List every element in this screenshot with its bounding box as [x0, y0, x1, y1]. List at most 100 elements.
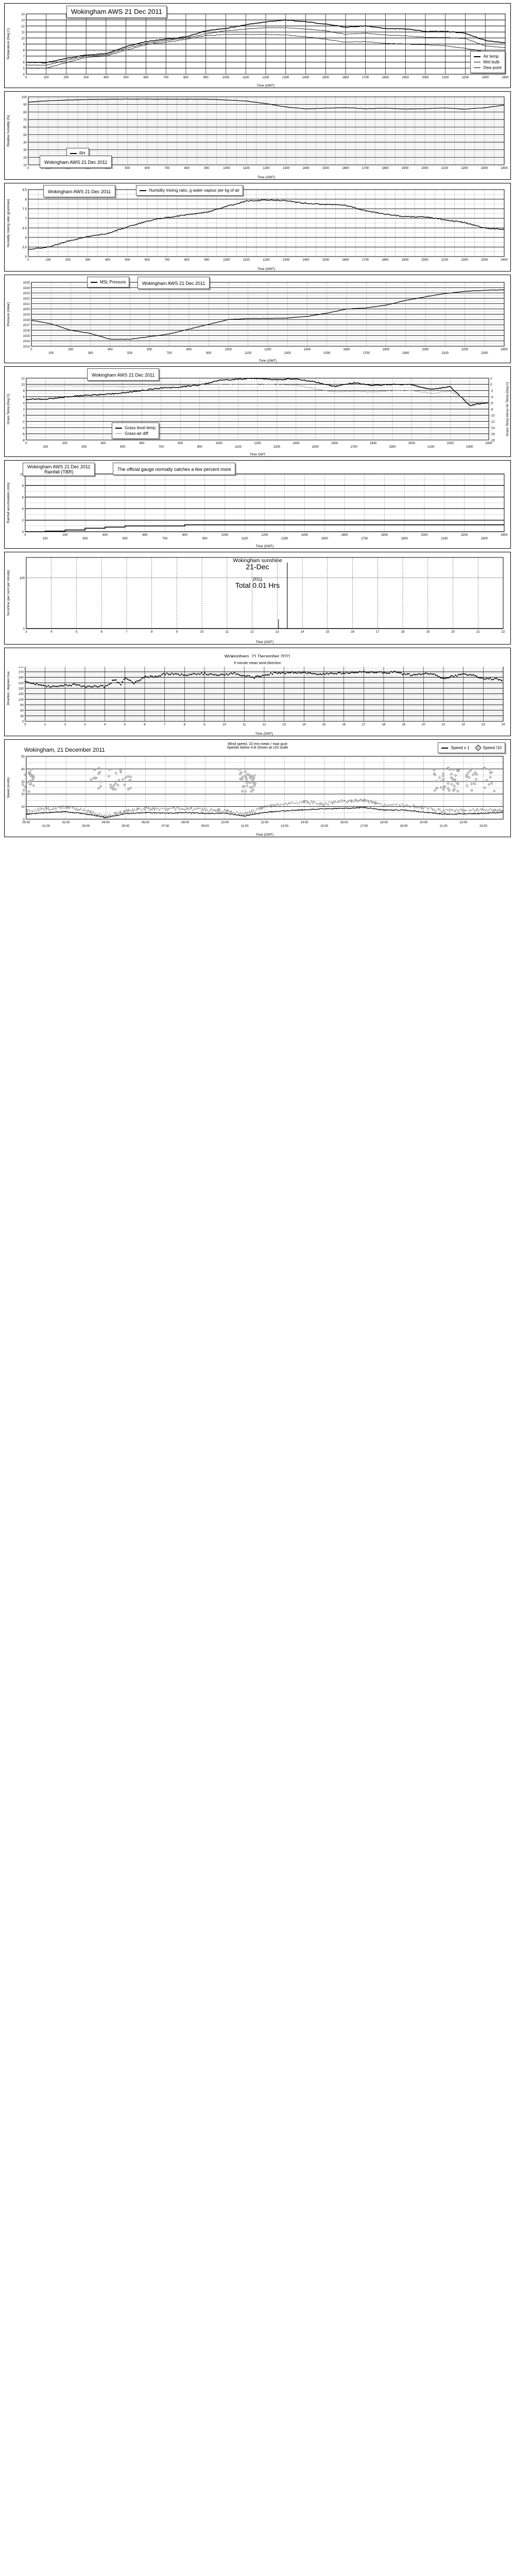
- svg-text:500: 500: [127, 352, 133, 355]
- chart-note-text: The official gauge normally catches a fe…: [117, 467, 231, 472]
- svg-text:12: 12: [21, 25, 25, 28]
- svg-text:700: 700: [162, 537, 168, 540]
- svg-text:1000: 1000: [221, 534, 229, 537]
- svg-text:1400: 1400: [302, 76, 310, 79]
- svg-text:270: 270: [19, 671, 24, 674]
- svg-text:-8: -8: [22, 439, 25, 442]
- line-swatch-icon: [115, 427, 122, 429]
- svg-text:4: 4: [50, 631, 53, 634]
- svg-text:1019: 1019: [23, 313, 30, 316]
- svg-text:Time (GMT): Time (GMT): [255, 732, 273, 736]
- svg-text:1016: 1016: [23, 329, 30, 332]
- svg-text:1900: 1900: [389, 446, 396, 449]
- svg-text:500: 500: [125, 167, 130, 170]
- svg-text:2200: 2200: [447, 442, 454, 445]
- legend-item-speed-div10: Speed /10: [474, 744, 502, 751]
- svg-text:2000: 2000: [422, 76, 429, 79]
- svg-text:1018: 1018: [23, 319, 30, 322]
- svg-text:21: 21: [476, 631, 480, 634]
- svg-text:800: 800: [186, 348, 192, 351]
- svg-text:1100: 1100: [243, 259, 250, 262]
- svg-text:Relative humidity (%): Relative humidity (%): [7, 115, 10, 146]
- svg-text:1100: 1100: [235, 446, 242, 449]
- svg-text:03:00: 03:00: [82, 825, 90, 828]
- chart-note-line2: Speeds below 4 kt shown at x10 scale: [227, 746, 288, 750]
- svg-text:1400: 1400: [302, 259, 310, 262]
- svg-text:10:00: 10:00: [221, 821, 229, 824]
- svg-text:17: 17: [362, 723, 366, 726]
- svg-text:2000: 2000: [421, 167, 428, 170]
- svg-text:90: 90: [20, 704, 24, 707]
- svg-text:0: 0: [25, 442, 27, 445]
- svg-text:200: 200: [65, 259, 71, 262]
- svg-text:1017: 1017: [23, 324, 30, 327]
- svg-text:2200: 2200: [461, 534, 468, 537]
- svg-text:1300: 1300: [283, 167, 290, 170]
- svg-text:2400: 2400: [485, 442, 492, 445]
- svg-text:900: 900: [197, 446, 203, 449]
- svg-text:11: 11: [243, 723, 246, 726]
- svg-text:1400: 1400: [302, 167, 310, 170]
- svg-text:06:00: 06:00: [142, 821, 150, 824]
- svg-text:1100: 1100: [243, 167, 250, 170]
- svg-text:07:00: 07:00: [162, 825, 170, 828]
- svg-text:2100: 2100: [442, 352, 449, 355]
- svg-text:50: 50: [23, 134, 27, 137]
- svg-text:300: 300: [85, 259, 91, 262]
- svg-text:1100: 1100: [242, 537, 249, 540]
- svg-text:-4: -4: [22, 427, 25, 430]
- svg-text:900: 900: [204, 167, 210, 170]
- svg-text:10: 10: [200, 631, 204, 634]
- svg-text:6: 6: [100, 631, 102, 634]
- chart-legend-grass-temp: Grass level temp Grass-air diff: [112, 422, 160, 439]
- svg-text:1300: 1300: [282, 76, 289, 79]
- chart-legend-mixing-ratio: Humidity mixing ratio, g water vapour pe…: [136, 185, 244, 196]
- svg-text:21: 21: [442, 723, 445, 726]
- svg-text:2400: 2400: [501, 534, 508, 537]
- svg-text:15: 15: [325, 631, 329, 634]
- svg-text:Humidity mixing ratio (grammes: Humidity mixing ratio (grammes): [7, 199, 10, 247]
- legend-item-dew-point: Dew point: [474, 65, 502, 70]
- svg-text:8: 8: [22, 485, 24, 488]
- svg-text:20: 20: [451, 631, 455, 634]
- svg-text:100: 100: [22, 96, 27, 99]
- legend-item-msl-pressure: MSL Pressure: [91, 280, 126, 284]
- chart-panel-wind-direction: Wokingham, 21 December 2011 5 minute mea…: [4, 648, 511, 736]
- svg-text:40: 40: [23, 141, 27, 144]
- svg-text:1300: 1300: [281, 537, 288, 540]
- svg-text:1900: 1900: [402, 167, 409, 170]
- svg-text:7: 7: [126, 631, 128, 634]
- svg-text:0: 0: [490, 383, 492, 386]
- svg-text:7: 7: [23, 55, 25, 58]
- svg-text:14:00: 14:00: [301, 821, 309, 824]
- svg-text:2400: 2400: [502, 76, 509, 79]
- svg-text:1200: 1200: [264, 348, 271, 351]
- svg-text:60: 60: [20, 709, 24, 713]
- svg-text:600: 600: [147, 348, 152, 351]
- chart-panel-pressure: MSL Pressure Wokingham AWS 21 Dec 2011 1…: [4, 275, 511, 363]
- chart-title-text: Wokingham AWS 21 Dec 2011: [44, 160, 108, 165]
- svg-text:1800: 1800: [382, 76, 389, 79]
- chart-title-text: Wokingham AWS 21 Dec 2011: [71, 8, 162, 15]
- svg-text:09:00: 09:00: [201, 825, 210, 828]
- svg-text:1000: 1000: [223, 259, 230, 262]
- svg-text:14: 14: [301, 631, 304, 634]
- svg-text:1900: 1900: [401, 537, 408, 540]
- svg-text:-2: -2: [490, 389, 493, 393]
- svg-text:1200: 1200: [261, 534, 268, 537]
- svg-text:800: 800: [183, 76, 189, 79]
- svg-text:1013: 1013: [23, 345, 30, 348]
- svg-text:1600: 1600: [331, 442, 338, 445]
- svg-text:11: 11: [22, 31, 25, 35]
- svg-text:8: 8: [23, 49, 25, 53]
- svg-text:22: 22: [461, 723, 465, 726]
- svg-text:100: 100: [43, 537, 48, 540]
- chart-title-text: Wokingham, 21 December 2011: [224, 654, 291, 659]
- svg-text:1500: 1500: [322, 76, 330, 79]
- svg-text:80: 80: [23, 111, 27, 114]
- svg-text:2300: 2300: [481, 537, 488, 540]
- svg-text:600: 600: [142, 534, 148, 537]
- svg-text:500: 500: [125, 259, 130, 262]
- svg-text:2300: 2300: [481, 352, 488, 355]
- svg-text:1021: 1021: [23, 303, 30, 306]
